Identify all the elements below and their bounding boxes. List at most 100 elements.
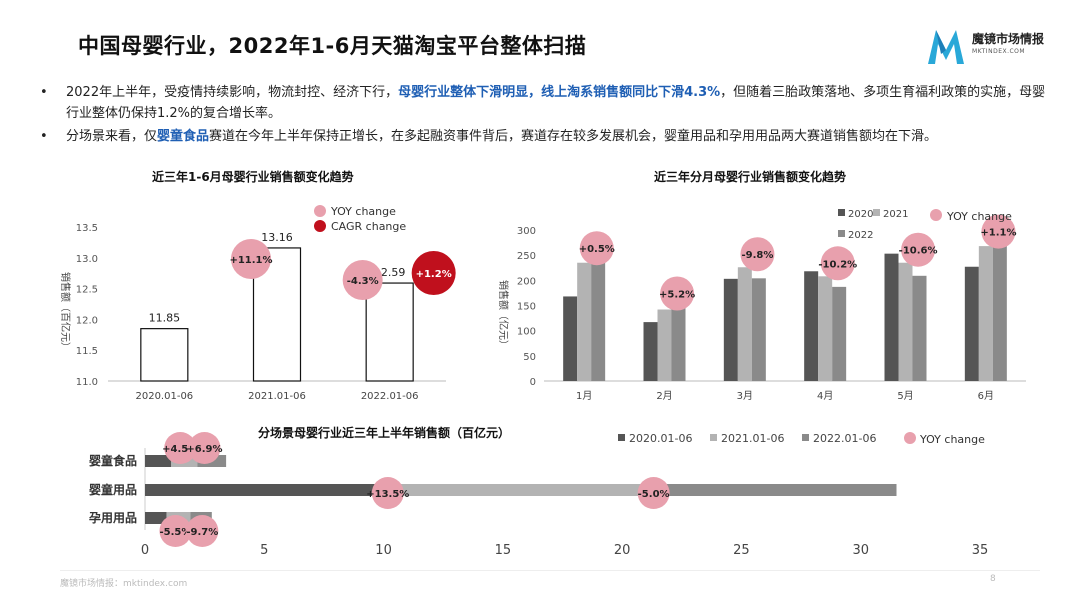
chart2-yoy-1-label: +0.5% [579,244,615,255]
chart1-yoy-2022-label: -4.3% [347,276,379,287]
bullet-1-pre: 2022年上半年，受疫情持续影响，物流封控、经济下行， [66,85,399,100]
chart3-yoy-1-2022-bubble [188,432,221,464]
chart3-bar-segment-2021.01-06 [378,484,644,496]
chart1-yoy-2021-label: +11.1% [229,255,272,266]
chart3-x-tick: 0 [141,543,149,558]
chart2-yoy-5-bubble [901,232,936,267]
chart2-yoy-3-bubble [740,237,775,272]
chart2-bar-2020 [964,266,979,381]
chart3-x-tick: 5 [260,543,268,558]
chart2-bar-2021 [577,262,592,381]
chart2-yoy-2-bubble [660,276,695,311]
chart2-bar-2022 [832,286,847,381]
bullet-dot: • [40,129,48,144]
bullet-1-post: ，但随着三胎政策落地、多项生育福利政策的实施，母婴行业整体仍保持1.2%的复合增… [66,85,1046,121]
chart2-bar-2022 [751,278,766,381]
logo-url: MKTINDEX.COM [972,48,1026,55]
chart2-bar-2021 [657,309,672,381]
chart1-yoy-2022-bubble [342,260,383,300]
chart2-y-tick: 50 [523,352,536,363]
chart3-title: 分场景母婴行业近三年上半年销售额（百亿元） [258,426,511,440]
chart1-title: 近三年1-6月母婴行业销售额变化趋势 [152,170,354,184]
chart1-legend-marker [314,205,326,217]
chart2-bar-2022 [992,244,1007,381]
chart2-y-tick: 200 [517,276,536,287]
chart3-legend-swatch-2021.01-06 [710,434,717,441]
chart3-legend-label: YOY change [919,433,985,446]
chart2-bar-2020 [563,296,578,381]
chart3-yoy-3-2022-label: -9.7% [186,527,218,538]
chart2-legend-label: 2020 [848,209,873,220]
chart3-yoy-2-2021-bubble [371,477,404,509]
chart3-yoy-2-2022-label: -5.0% [638,489,670,500]
chart1-y-tick: 12.5 [76,285,98,296]
chart2-x-tick: 6月 [978,390,994,402]
chart2-yoy-4-bubble [820,246,855,281]
chart3-yoy-1-2021-bubble [164,432,197,464]
chart3-bar-segment-2020.01-06 [145,484,379,496]
chart3-x-tick: 15 [495,543,512,558]
chart2-bar-2021 [737,267,752,381]
chart2-bar-2022 [671,306,686,381]
logo-name: 魔镜市场情报 [972,32,1045,46]
chart2-legend-label: 2022 [848,230,873,241]
chart3-legend-swatch-2020.01-06 [618,434,625,441]
chart3-x-tick: 35 [972,543,989,558]
chart1-y-tick: 12.0 [76,315,98,326]
chart2-x-tick: 5月 [897,390,913,402]
summary-bullets: • 2022年上半年，受疫情持续影响，物流封控、经济下行，母婴行业整体下滑明显，… [40,82,1050,149]
chart3-x-tick: 30 [852,543,869,558]
bullet-dot: • [40,85,48,100]
chart3-yoy-2-2021-label: +13.5% [366,489,409,500]
chart2-bar-2021 [818,276,833,381]
chart1-yoy-2021-bubble [231,239,271,279]
chart2-x-tick: 4月 [817,390,833,402]
chart3-legend-label: 2021.01-06 [721,432,784,445]
chart3-bar-segment-2020.01-06 [145,455,172,467]
chart3-x-tick: 20 [614,543,631,558]
chart1-legend-label: YOY change [330,205,396,218]
chart2-legend-label: 2021 [883,209,908,220]
chart2-bar-2022 [912,275,927,381]
chart2-yoy-6-label: +1.1% [980,228,1016,239]
chart2-bar-2022 [591,261,606,381]
chart1-cagr-label: +1.2% [416,269,452,280]
page-number: 8 [990,574,996,584]
chart2-legend-swatch-2020 [838,209,845,216]
chart1-x-tick: 2020.01-06 [135,391,193,402]
chart2-y-label: 销售额（亿元） [497,280,510,350]
chart1-y-tick: 11.0 [76,377,98,388]
chart3-legend-swatch-2022.01-06 [802,434,809,441]
chart2-x-tick: 1月 [576,390,592,402]
chart1-y-tick: 11.5 [76,346,98,357]
chart2-yoy-4-label: -10.2% [818,259,857,270]
chart3-legend-marker-yoy [904,432,916,444]
chart2-yoy-2-label: +5.2% [659,290,695,301]
chart2-y-tick: 300 [517,226,536,237]
chart1-y-tick: 13.5 [76,223,98,234]
chart3-legend-label: 2022.01-06 [813,432,876,445]
chart3-yoy-2-2022-bubble [637,477,670,509]
chart2-bar-2020 [723,278,738,381]
chart2-legend-marker-yoy [930,209,942,221]
chart2-bar-2021 [898,262,913,381]
footer-divider [60,570,1040,571]
bullet-1: • 2022年上半年，受疫情持续影响，物流封控、经济下行，母婴行业整体下滑明显，… [40,82,1050,124]
bullet-2-pre: 分场景来看，仅 [66,129,158,144]
chart2-legend-label: YOY change [946,210,1012,223]
chart2-y-tick: 250 [517,251,536,262]
chart2-yoy-1-bubble [579,231,614,266]
chart2-bar-2020 [804,271,819,381]
chart3-category-label: 婴童食品 [89,453,137,468]
chart3-bar-segment-2020.01-06 [145,512,167,524]
brand-logo: 魔镜市场情报 MKTINDEX.COM [924,24,1054,68]
chart3-yoy-1-2021-label: +4.5% [162,444,198,455]
chart1-value-label: 13.16 [261,231,293,244]
bullet-2-post: 赛道在今年上半年保持正增长，在多起融资事件背后，赛道存在较多发展机会，婴童用品和… [209,129,938,144]
chart3-category-label: 婴童用品 [89,482,137,497]
chart1-y-tick: 13.0 [76,254,98,265]
chart2-bar-2020 [884,253,899,381]
chart3-yoy-3-2021-bubble [159,515,192,547]
chart2-y-tick: 100 [517,327,536,338]
page-title: 中国母婴行业，2022年1-6月天猫淘宝平台整体扫描 [78,34,587,58]
